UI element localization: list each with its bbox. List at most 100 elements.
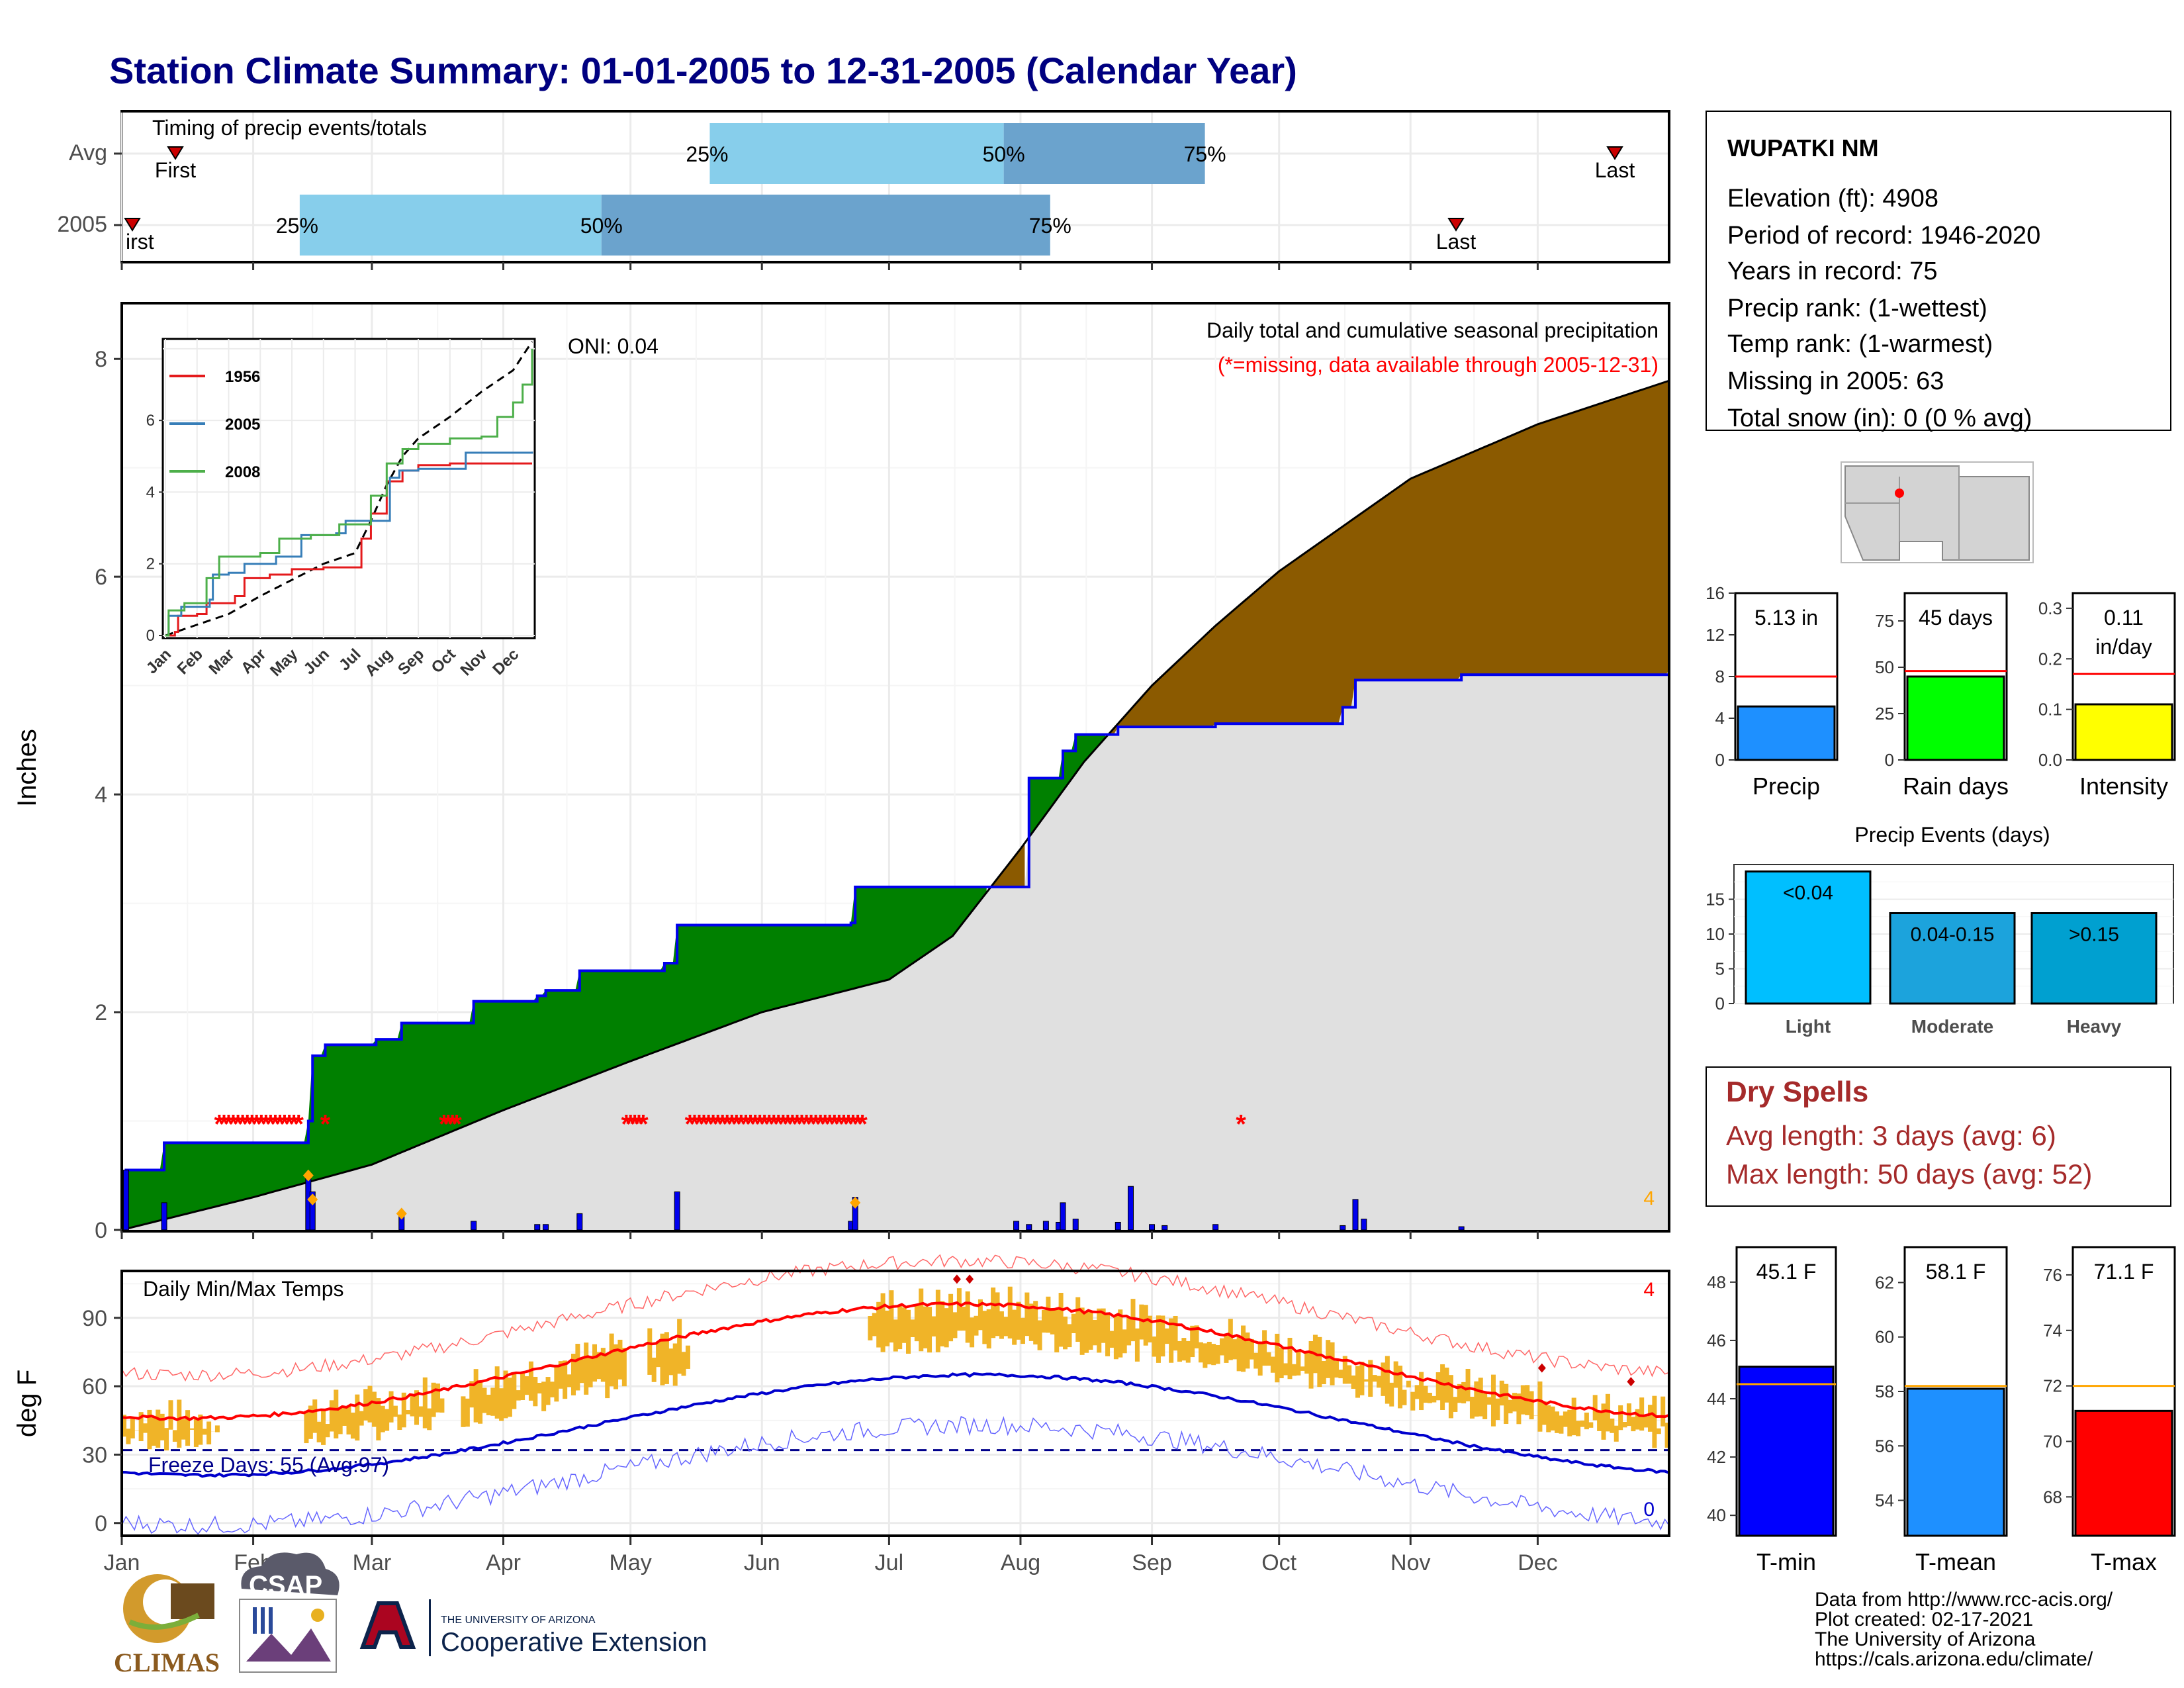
temp-daily-bar [1478, 1378, 1483, 1417]
temp-summary-bar-0 [1738, 1366, 1835, 1537]
temp-daily-bar [1601, 1403, 1606, 1440]
temp-record-max-line [121, 1254, 1670, 1382]
month-label: Jun [744, 1550, 780, 1575]
precip-ytick-label: 8 [95, 347, 107, 372]
timing-first-label: irst [126, 230, 154, 254]
temp-daily-bar [668, 1348, 674, 1376]
temp-daily-bar [431, 1382, 436, 1417]
temp-daily-bar [1236, 1336, 1242, 1372]
temp-daily-bar [392, 1405, 398, 1417]
missing-data-marker: * [638, 1110, 649, 1139]
temp-daily-bar [528, 1361, 533, 1401]
temp-daily-bar [164, 1428, 169, 1451]
temp-daily-bar [1490, 1374, 1496, 1427]
temp-daily-bar [1046, 1296, 1051, 1333]
temp-daily-bar [647, 1328, 653, 1375]
month-label: Mar [353, 1550, 392, 1575]
precip-daily-bar [1042, 1221, 1049, 1231]
temp-daily-bar [1576, 1421, 1581, 1436]
temp-daily-bar [1194, 1325, 1199, 1348]
temp-daily-bar [1097, 1308, 1102, 1353]
summary-ytick-label: 25 [1875, 704, 1894, 724]
temp-daily-bar [1058, 1293, 1064, 1347]
footer-line-1: Plot created: 02-17-2021 [1815, 1609, 2033, 1630]
temp-daily-bar [1453, 1397, 1458, 1412]
temp-daily-bar [1342, 1356, 1347, 1384]
summary-ytick-label: 0.3 [2038, 598, 2062, 618]
temp-daily-bar [910, 1319, 915, 1338]
temp-daily-bar [1618, 1405, 1623, 1430]
temp-summary-ytick-label: 70 [2043, 1431, 2062, 1451]
temp-daily-bar [1330, 1342, 1335, 1385]
temp-daily-bar [516, 1390, 521, 1401]
summary-ytick-label: 0.2 [2038, 649, 2062, 669]
precip-daily-bar [122, 1170, 129, 1231]
temp-record-marker [1537, 1363, 1546, 1373]
missing-data-marker: * [256, 1110, 267, 1139]
temp-daily-bar [1338, 1370, 1343, 1379]
summary-ytick-label: 0 [1885, 750, 1894, 770]
station-line-6: Total snow (in): 0 (0 % avg) [1727, 404, 2032, 432]
temp-count-max: 4 [1643, 1279, 1655, 1301]
temp-summary-bar-2 [2074, 1409, 2173, 1537]
temp-daily-bar [1474, 1381, 1479, 1417]
temp-daily-bar [1126, 1317, 1132, 1346]
temp-daily-bar [952, 1312, 958, 1338]
temp-daily-bar [651, 1357, 657, 1382]
temp-daily-bar [350, 1412, 355, 1439]
temp-daily-bar [596, 1352, 602, 1380]
temp-daily-bar [1003, 1317, 1009, 1336]
temp-avg-max-line [121, 1301, 1670, 1421]
temp-daily-bar [991, 1288, 996, 1338]
temp-daily-bar [126, 1429, 131, 1444]
temp-daily-bar [1164, 1328, 1169, 1344]
missing-data-marker: * [811, 1110, 821, 1139]
temp-daily-bar [168, 1400, 173, 1430]
precip-ytick-label: 2 [95, 1000, 107, 1025]
inset-line-2005 [165, 451, 533, 637]
missing-data-marker: * [768, 1110, 779, 1139]
events-bar [1745, 870, 1872, 1005]
precip-daily-bar [674, 1191, 680, 1231]
temp-daily-bar [1465, 1368, 1471, 1402]
temp-daily-bar [507, 1378, 512, 1417]
temp-daily-bar [1181, 1338, 1187, 1361]
missing-data-marker: * [783, 1110, 794, 1139]
events-category-label: Heavy [2067, 1016, 2122, 1037]
temp-daily-bar [1334, 1360, 1339, 1378]
events-bar [2030, 912, 2158, 1005]
temp-summary-ytick-label: 58 [1875, 1382, 1894, 1401]
month-label: Sep [1132, 1550, 1172, 1575]
temp-record-min-line [121, 1415, 1670, 1535]
temp-daily-bar [1541, 1401, 1547, 1425]
inset-legend-label: 2008 [225, 463, 260, 481]
precip-area-base [122, 671, 1669, 1230]
temp-daily-bar [884, 1310, 889, 1346]
temp-daily-bar [545, 1377, 551, 1405]
events-category-label: Light [1786, 1016, 1831, 1037]
temp-daily-bar [1406, 1380, 1411, 1387]
temp-daily-bar [499, 1388, 504, 1421]
timing-bar-25-50 [709, 123, 1004, 184]
temp-daily-bar [685, 1345, 690, 1369]
station-line-5: Missing in 2005: 63 [1727, 367, 1944, 395]
station-info-box: WUPATKI NM Elevation (ft): 4908 Period o… [1706, 111, 2171, 432]
temp-daily-bar [355, 1394, 360, 1441]
temp-daily-bar [1555, 1411, 1560, 1433]
temp-daily-bar [159, 1413, 165, 1440]
temp-summary-ytick-label: 46 [1707, 1331, 1726, 1350]
precip-ylabel: Inches [13, 729, 42, 807]
temp-daily-bar [469, 1381, 475, 1408]
temp-daily-bar [482, 1387, 487, 1413]
station-line-3: Precip rank: (1-wettest) [1727, 295, 1987, 322]
cooperative-extension-text: Cooperative Extension [441, 1628, 707, 1657]
temp-summary-ytick-label: 44 [1707, 1389, 1726, 1409]
station-name: WUPATKI NM [1727, 134, 1879, 162]
summary-bar-0 [1737, 705, 1836, 761]
temp-daily-bar [439, 1398, 445, 1413]
temp-daily-bar [1249, 1338, 1254, 1360]
dry-spells-max: Max length: 50 days (avg: 52) [1726, 1158, 2092, 1190]
temp-daily-bar [961, 1306, 966, 1331]
temp-daily-bar [1567, 1409, 1572, 1436]
temp-daily-bar [1402, 1389, 1407, 1405]
